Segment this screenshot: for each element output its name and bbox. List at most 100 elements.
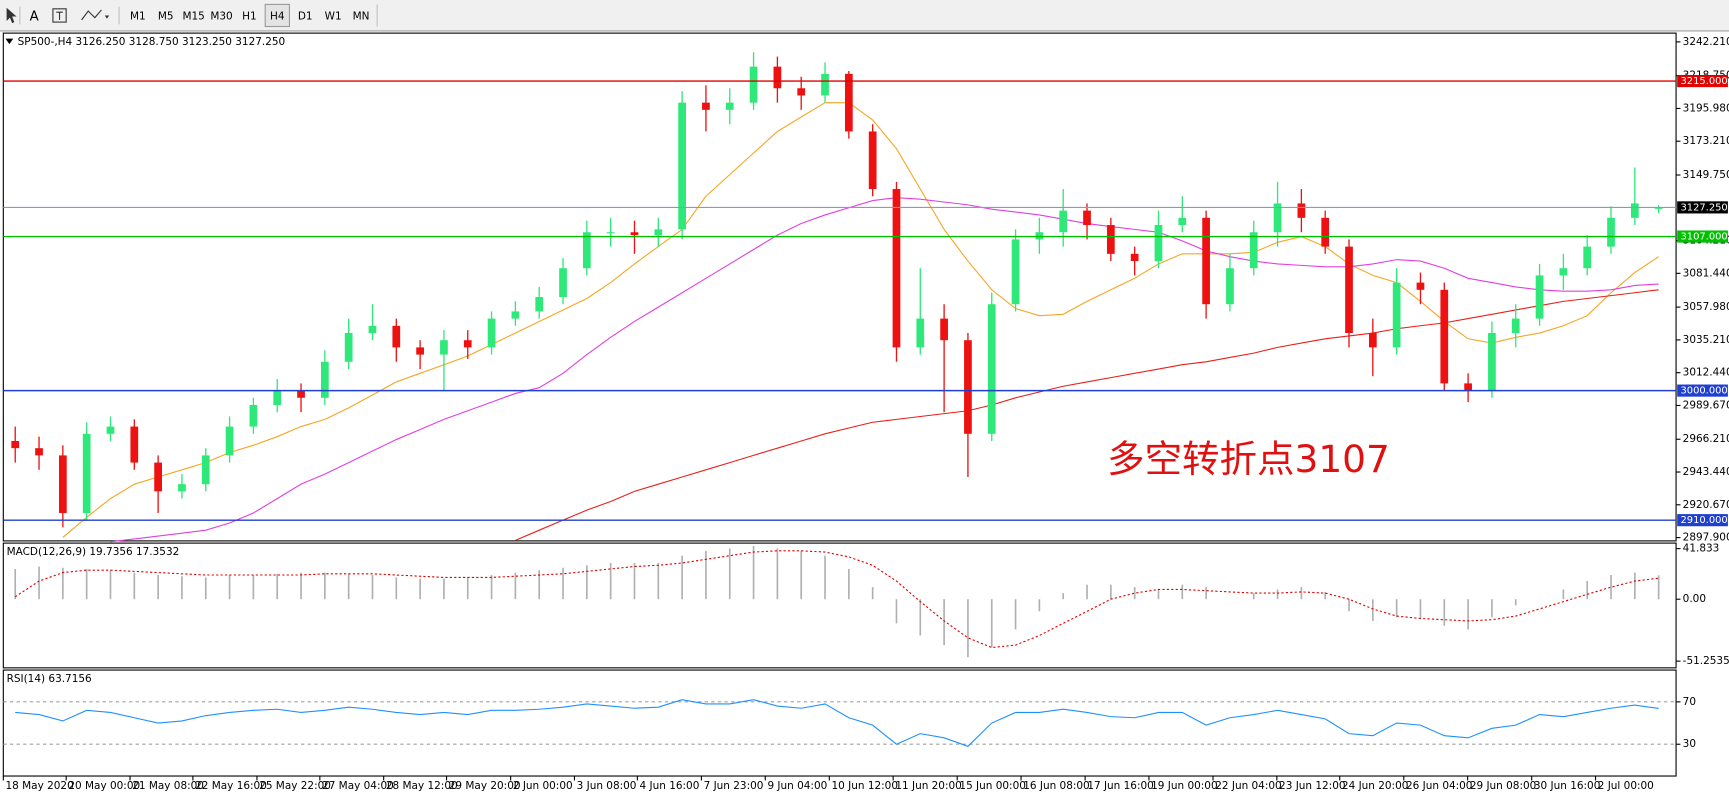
panel-frame <box>2 542 1677 669</box>
y-tick-label: 3012.440 <box>1683 367 1729 379</box>
x-tick-label: 15 Jun 00:00 <box>959 780 1025 792</box>
candle-body <box>1011 239 1020 305</box>
y-tick-label: 2943.440 <box>1683 466 1729 478</box>
candle-body <box>535 297 544 312</box>
timeframe-button[interactable]: MN <box>353 11 370 23</box>
candle-body <box>1416 282 1425 290</box>
timeframe-button[interactable]: D1 <box>298 11 313 23</box>
candle-body <box>1273 203 1282 233</box>
timeframe-button[interactable]: M1 <box>130 11 146 23</box>
candle-body <box>1440 289 1449 384</box>
candle-body <box>868 131 877 190</box>
x-tick-label: 26 Jun 04:00 <box>1406 780 1472 792</box>
shapes-dropdown[interactable] <box>104 15 110 19</box>
candle-body <box>416 347 424 355</box>
panel-frame <box>2 32 1677 542</box>
candle-body <box>249 404 258 427</box>
x-tick-label: 22 May 16:00 <box>195 780 267 792</box>
level-label: 3107.000 <box>1680 232 1727 243</box>
candle-body <box>606 232 615 234</box>
indicator-line <box>15 699 1659 747</box>
level-label: 3215.000 <box>1680 76 1727 87</box>
candle-body <box>392 325 401 348</box>
candle-body <box>463 340 472 348</box>
timeframe-button[interactable]: M5 <box>158 11 174 23</box>
candle-body <box>1511 318 1520 334</box>
candle-body <box>154 462 162 492</box>
panel-title: RSI(14) 63.7156 <box>7 673 92 685</box>
candle-body <box>130 426 139 463</box>
candle-body <box>1035 232 1044 240</box>
shapes-tool[interactable] <box>81 9 102 21</box>
candle-body <box>1178 217 1187 226</box>
candle-body <box>511 311 520 319</box>
candle-body <box>178 484 186 492</box>
x-tick-label: 18 May 2020 <box>6 780 74 792</box>
candle-body <box>11 440 20 449</box>
candle-body <box>82 433 91 513</box>
x-tick-label: 20 May 00:00 <box>68 780 140 792</box>
x-tick-label: 29 Jun 08:00 <box>1470 780 1536 792</box>
candle-body <box>1130 253 1139 262</box>
timeframe-button[interactable]: H4 <box>270 11 285 23</box>
plot-area <box>15 699 1659 747</box>
candle-body <box>1345 246 1353 334</box>
timeframe-button[interactable]: H1 <box>242 11 257 23</box>
y-tick-label: 3081.440 <box>1683 267 1729 279</box>
candle-body <box>559 268 567 298</box>
indicator-line <box>14 550 1659 649</box>
y-tick-label: 3057.980 <box>1683 301 1729 313</box>
candle-body <box>630 232 639 236</box>
candle-body <box>106 426 115 434</box>
level-label: 3000.000 <box>1680 386 1727 397</box>
x-tick-label: 9 Jun 04:00 <box>767 780 827 792</box>
plot-area <box>11 52 1663 543</box>
current-price-box <box>1677 201 1728 214</box>
y-tick-label: -51.2535 <box>1683 655 1729 667</box>
x-tick-label: 21 May 08:00 <box>132 780 204 792</box>
candle-body <box>916 318 925 348</box>
x-tick-label: 16 Jun 08:00 <box>1023 780 1089 792</box>
candle-body <box>844 73 853 132</box>
annotation: 多空转折点3107 <box>1107 437 1390 481</box>
candle-body <box>1583 246 1592 269</box>
candle-body <box>1654 207 1663 209</box>
y-tick-label: 3173.210 <box>1683 135 1729 147</box>
candle-body <box>773 66 782 89</box>
candle-body <box>702 102 710 110</box>
x-tick-label: 2 Jun 00:00 <box>513 780 573 792</box>
y-tick-label: 41.833 <box>1683 543 1720 555</box>
symbol-menu-arrow[interactable] <box>5 38 14 45</box>
y-tick-label: 2989.670 <box>1683 399 1729 411</box>
cursor-tool[interactable] <box>6 7 17 24</box>
candle-body <box>1488 333 1496 391</box>
candle-body <box>1607 217 1615 247</box>
candle-body <box>1297 203 1306 218</box>
timeframe-button[interactable]: M15 <box>182 11 204 23</box>
y-tick-label: 3242.210 <box>1683 36 1729 48</box>
candle-body <box>1083 210 1091 226</box>
drawing-tools: A <box>6 6 120 25</box>
x-tick-label: 28 May 12:00 <box>386 780 458 792</box>
timeframe-bar: M1 M5 M15 M30 H1 H4 D1 W1 MN <box>130 3 378 28</box>
candle-body <box>1535 275 1544 319</box>
candle-body <box>678 102 686 230</box>
candle-body <box>987 304 996 434</box>
x-tick-label: 7 Jun 23:00 <box>704 780 764 792</box>
timeframe-button[interactable]: W1 <box>325 11 342 23</box>
candle-body <box>940 318 948 341</box>
label-tool[interactable] <box>52 8 67 23</box>
candle-body <box>797 88 806 96</box>
current-price-label: 3127.250 <box>1680 202 1727 213</box>
candle-body <box>892 189 901 348</box>
level-label: 2910.000 <box>1680 515 1727 526</box>
x-tick-label: 22 Jun 04:00 <box>1215 780 1281 792</box>
candle-body <box>344 333 353 362</box>
candle-body <box>368 325 377 334</box>
indicator-line <box>515 289 1659 541</box>
text-tool[interactable]: A <box>30 10 39 25</box>
timeframe-button[interactable]: M30 <box>210 11 232 23</box>
candle-body <box>1630 203 1639 218</box>
level-label-box <box>1677 230 1728 243</box>
